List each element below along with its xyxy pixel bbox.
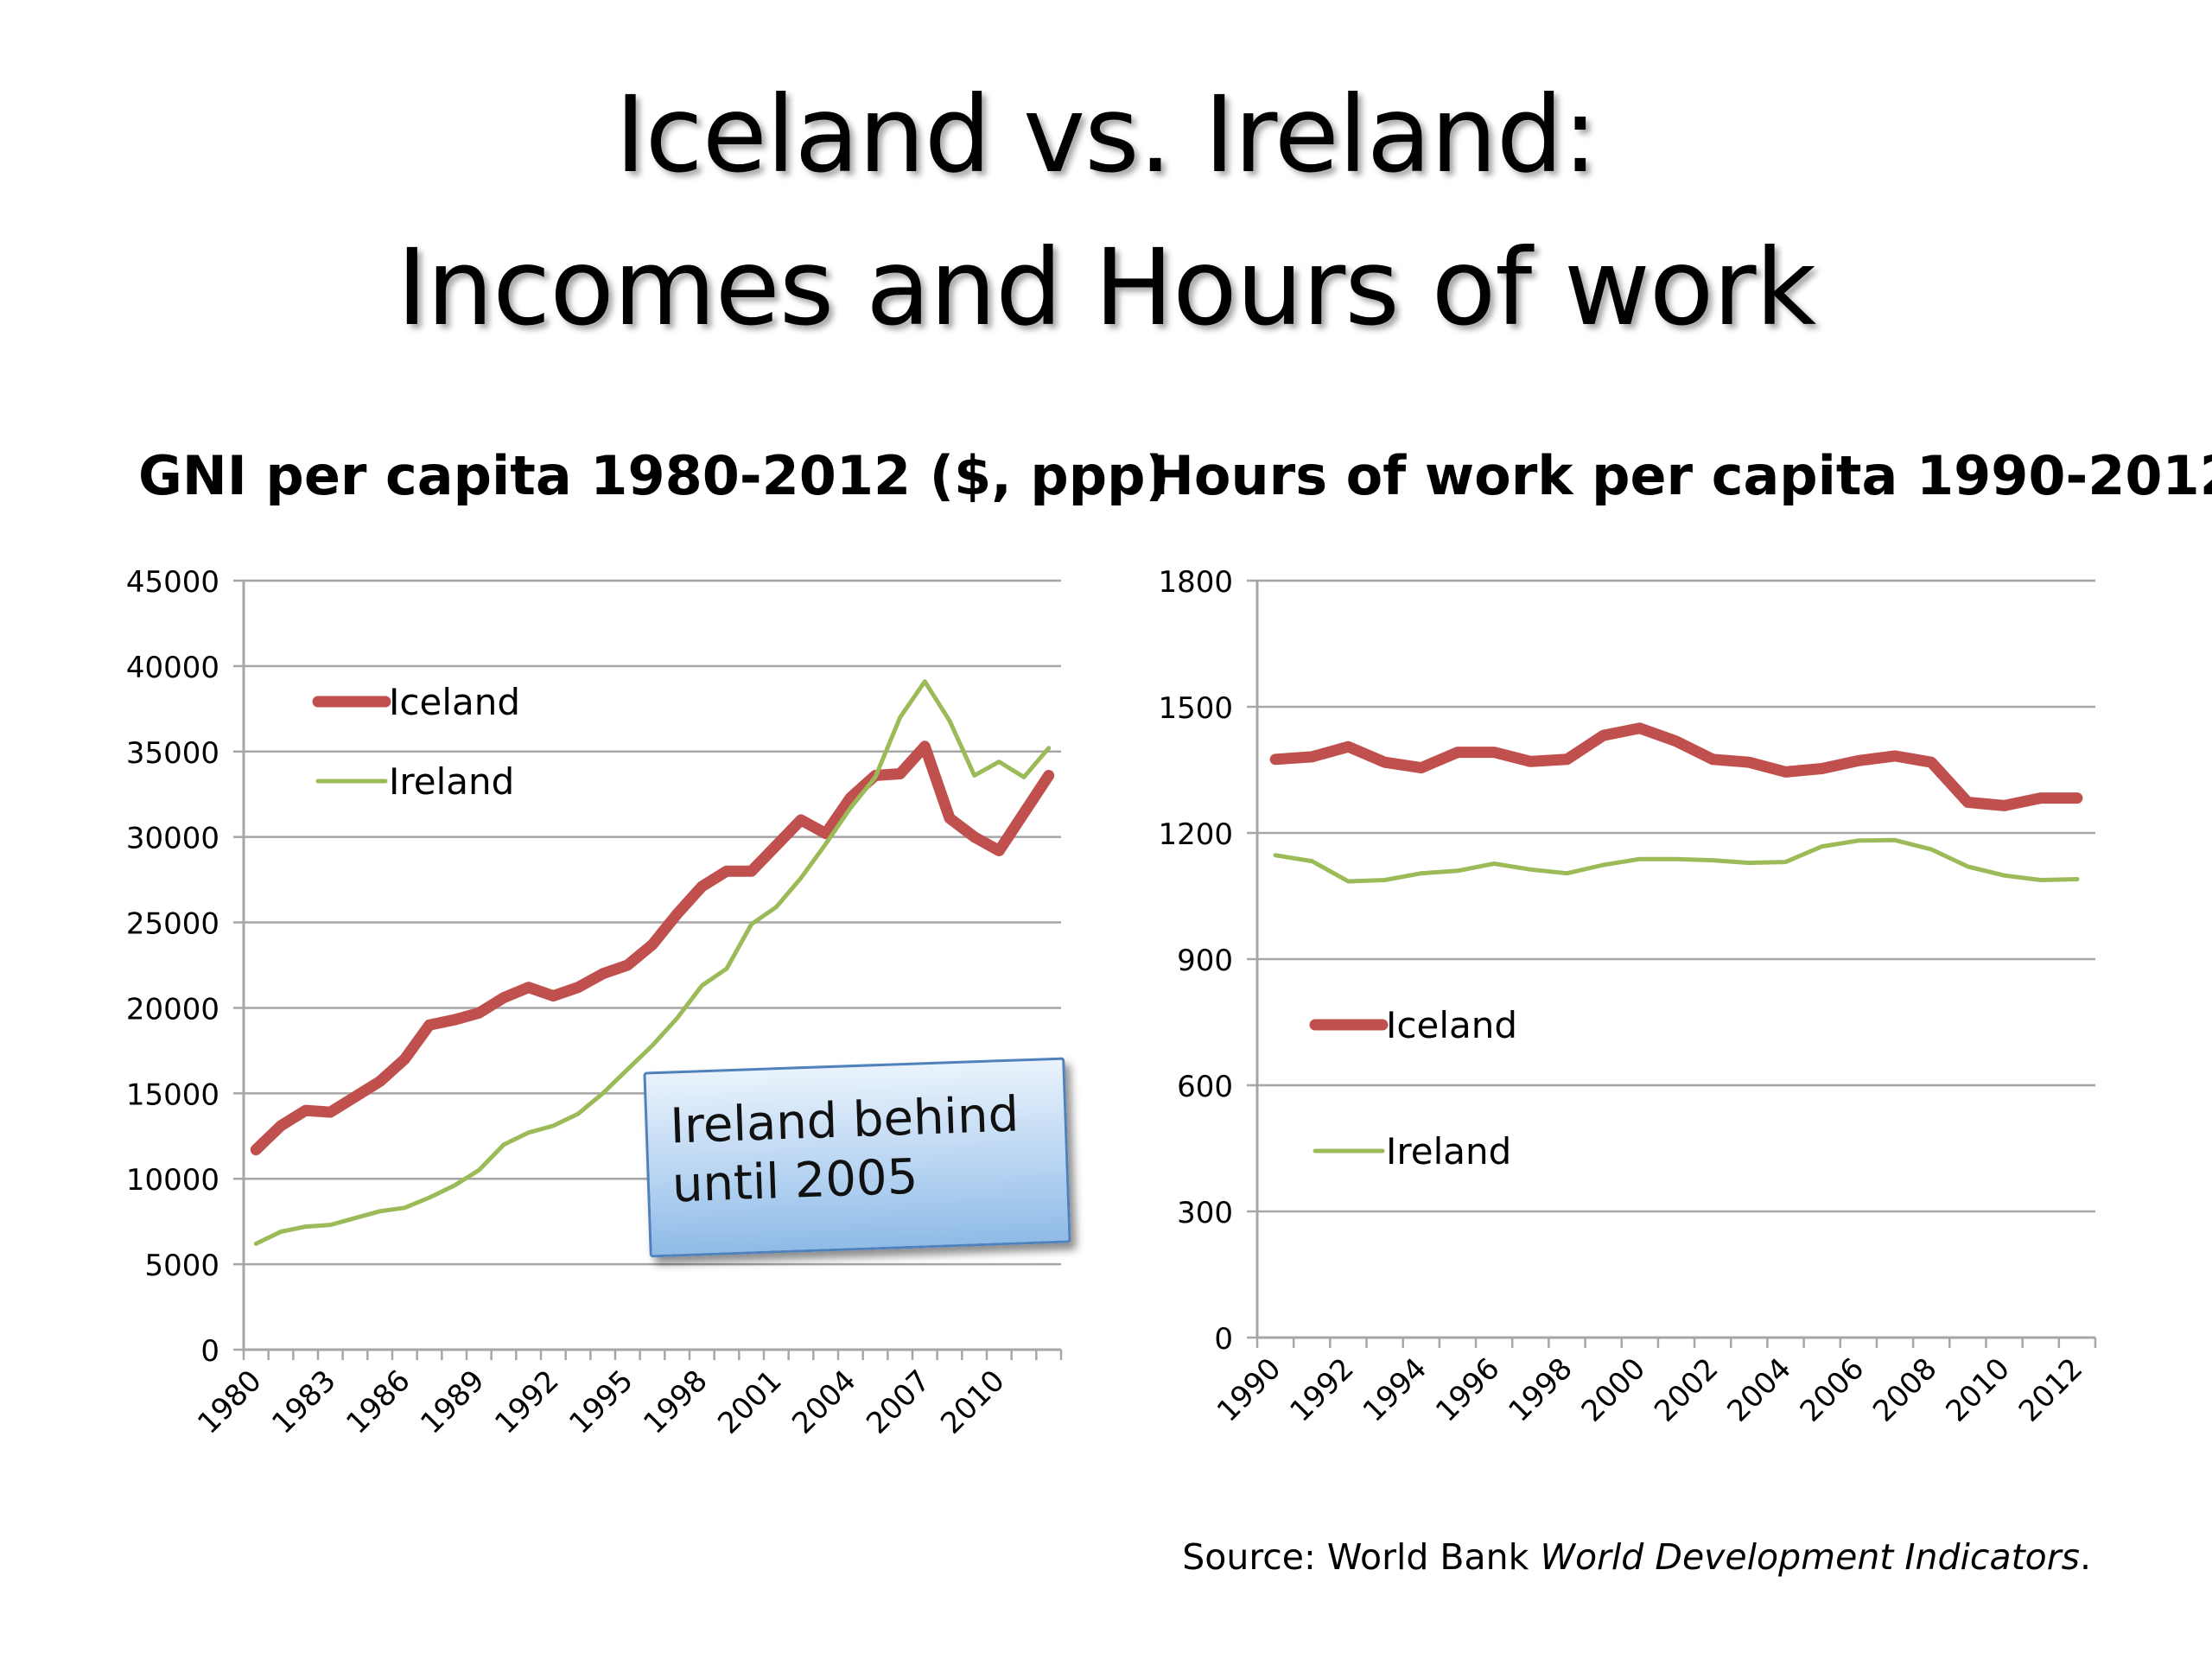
gni-y-tick-label: 10000: [126, 1163, 219, 1198]
source-suffix: .: [2079, 1536, 2091, 1578]
hours-y-tick-label: 1800: [1158, 565, 1233, 600]
hours-x-tick-label: 2004: [1720, 1351, 1797, 1428]
hours-series-ireland: [1273, 837, 2080, 884]
hours-x-tick-label: 2006: [1794, 1351, 1871, 1428]
hours-x-tick-label: 2002: [1648, 1351, 1725, 1428]
hours-x-tick-label: 1998: [1502, 1351, 1579, 1428]
gni-y-tick-label: 30000: [126, 822, 219, 856]
hours-y-tick-label: 900: [1177, 944, 1233, 978]
hours-chart-title: Hours of work per capita 1990-2012: [1149, 444, 2212, 507]
hours-y-tick-label: 300: [1177, 1196, 1233, 1230]
gni-y-tick-label: 40000: [126, 651, 219, 685]
gni-series-ireland: [253, 679, 1052, 1246]
hours-x-tick-label: 2000: [1575, 1351, 1652, 1428]
source-note: Source: World Bank World Development Ind…: [1182, 1540, 2091, 1575]
gni-y-tick-label: 35000: [126, 736, 219, 771]
gni-y-tick-label: 15000: [126, 1077, 219, 1112]
hours-x-tick-label: 1992: [1283, 1351, 1360, 1428]
source-prefix: Source: World Bank: [1182, 1536, 1541, 1578]
hours-legend-label-ireland: Ireland: [1386, 1130, 1511, 1173]
gni-y-tick-label: 0: [200, 1334, 219, 1369]
ireland-behind-callout: Ireland behind until 2005: [643, 1057, 1071, 1258]
hours-x-tick-label: 2010: [1939, 1351, 2016, 1428]
gni-legend-label-ireland: Ireland: [389, 760, 514, 803]
source-publication: World Development Indicators: [1540, 1536, 2080, 1578]
slide-title-line-2: Incomes and Hours of work: [396, 226, 1816, 349]
gni-y-tick-label: 5000: [144, 1249, 219, 1283]
hours-y-tick-label: 600: [1177, 1070, 1233, 1104]
hours-y-tick-label: 0: [1214, 1322, 1233, 1357]
hours-y-tick-label: 1500: [1158, 691, 1233, 726]
gni-y-tick-label: 25000: [126, 907, 219, 942]
hours-series-iceland: [1269, 722, 2083, 811]
hours-x-tick-label: 2008: [1866, 1351, 1943, 1428]
hours-x-tick-label: 1990: [1211, 1351, 1287, 1428]
slide-title-line-1: Iceland vs. Ireland:: [614, 73, 1599, 196]
hours-legend-label-iceland: Iceland: [1386, 1004, 1517, 1046]
gni-legend-label-iceland: Iceland: [389, 681, 520, 723]
hours-x-tick-label: 2012: [2012, 1351, 2089, 1428]
gni-y-tick-label: 45000: [126, 565, 219, 600]
gni-chart-title: GNI per capita 1980-2012 ($, ppp): [138, 444, 1170, 507]
hours-x-tick-label: 1996: [1429, 1351, 1506, 1428]
callout-line-2: until 2005: [671, 1148, 919, 1214]
hours-x-tick-label: 1994: [1357, 1351, 1433, 1428]
gni-y-tick-label: 20000: [126, 992, 219, 1027]
gni-series-iceland: [250, 741, 1055, 1156]
hours-y-tick-label: 1200: [1158, 817, 1233, 852]
